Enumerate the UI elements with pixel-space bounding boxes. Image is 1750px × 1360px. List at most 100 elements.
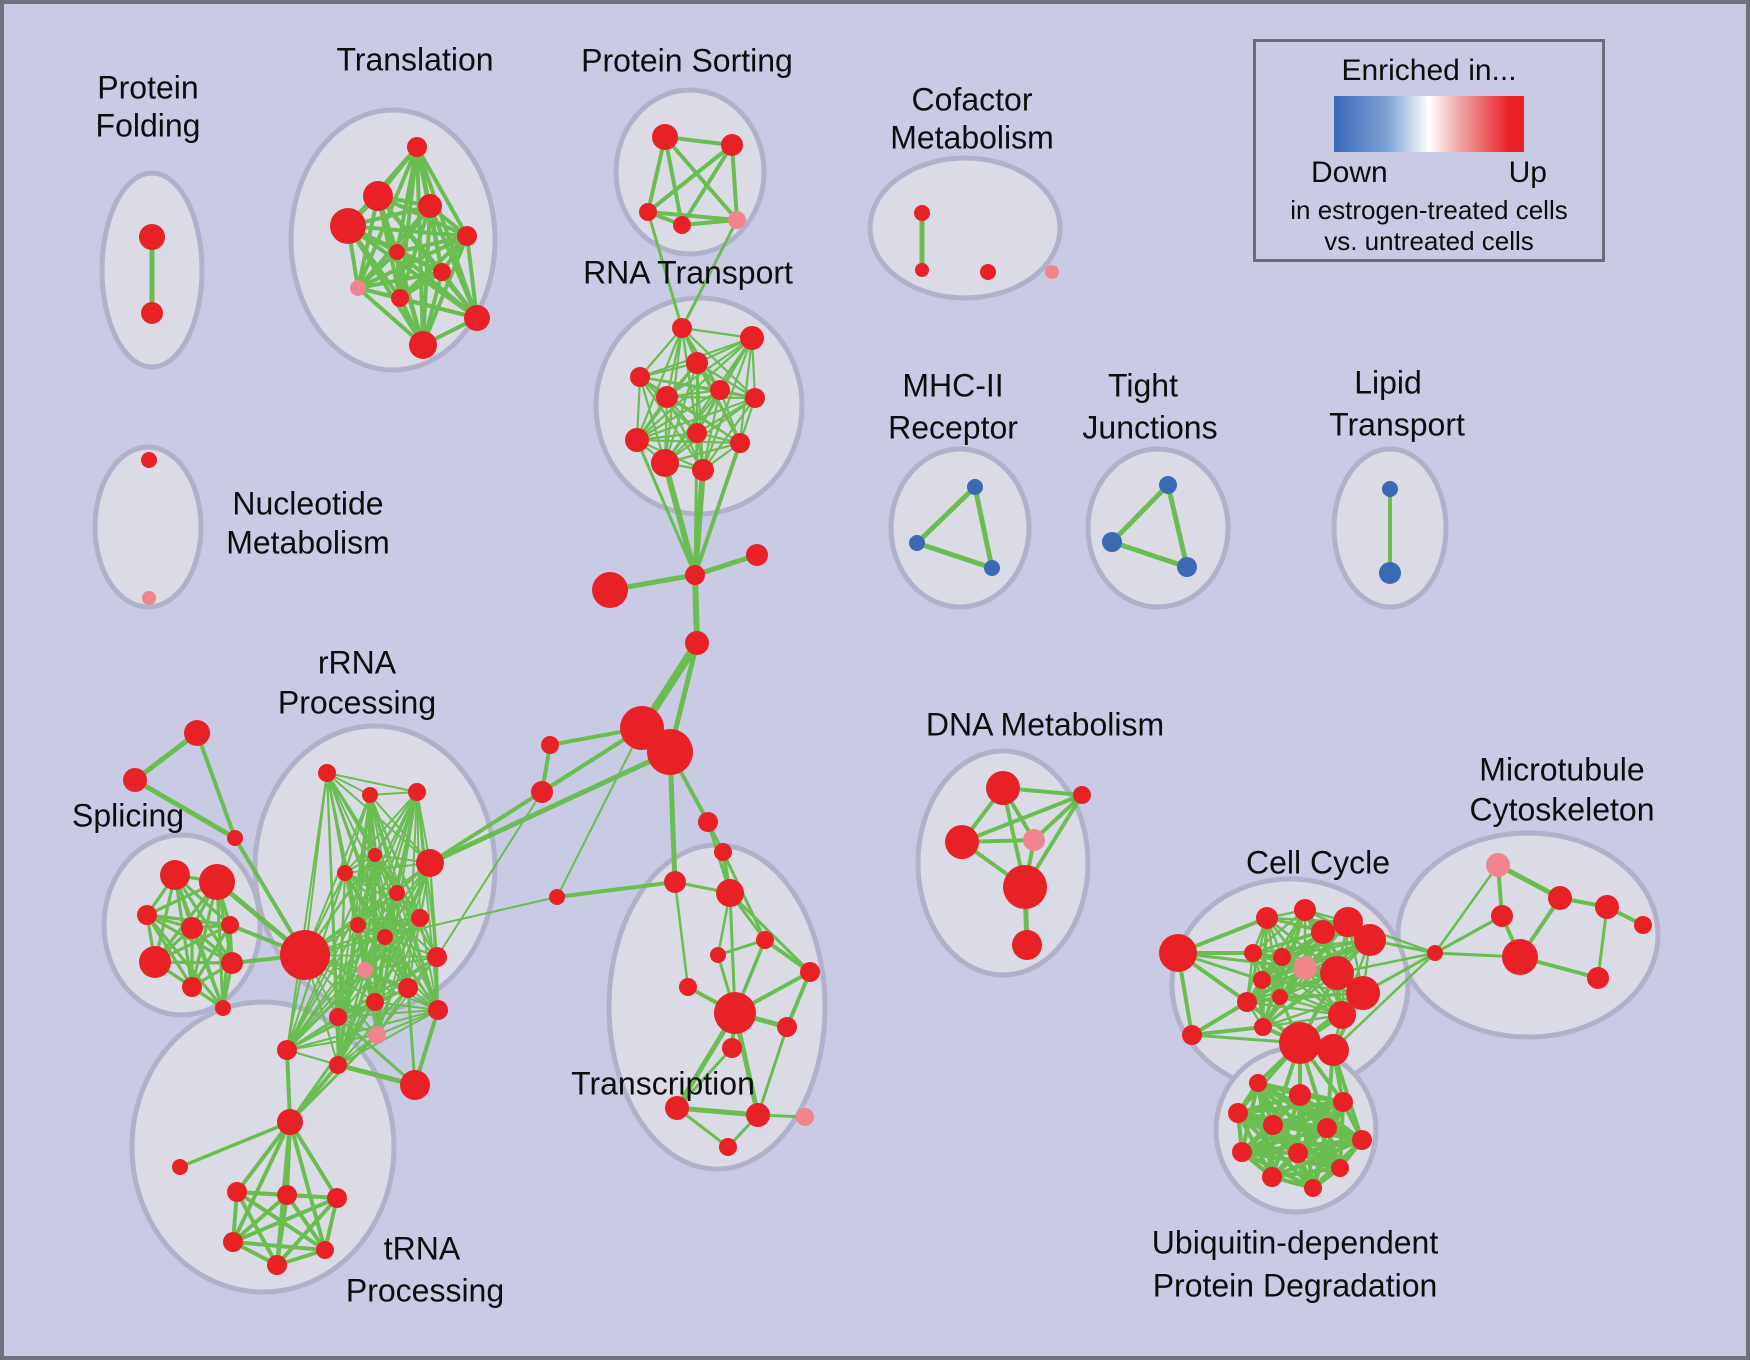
node-sp4 [181,917,203,939]
node-st1 [184,720,210,746]
node-rr15 [428,1000,448,1020]
edge-br-rr17 [336,1015,417,1087]
edge-rr14-rr16 [286,1001,376,1051]
edge-x9-x10 [675,1046,734,1110]
node-x3 [756,931,774,949]
node-mj [1427,945,1443,961]
edge-r7-r11 [663,396,757,465]
edge-m1-m2 [914,484,978,546]
node-t3 [330,208,366,244]
cluster-label: Translation [336,41,493,77]
edge-p1-p5 [663,135,739,222]
cluster-label: Receptor [888,409,1018,445]
edge-p2-p3 [646,143,734,214]
node-tl [172,1159,188,1175]
edge-bA-w3 [556,727,643,898]
node-cc9 [1320,956,1354,990]
cluster-label: Cytoskeleton [1470,791,1655,827]
node-h4 [223,1232,243,1252]
node-x13 [796,1108,814,1126]
edge-r4-r11 [638,375,667,465]
legend-endpoints: Down Up [1311,156,1547,190]
edge-w3-x1 [555,880,677,899]
edge-t3-t11 [346,224,425,347]
edge-rr3-rr8 [357,791,418,926]
node-u3 [1333,1092,1353,1112]
edge-lw-cc13 [1190,1000,1249,1037]
node-x8 [777,1017,797,1037]
node-d3 [945,825,979,859]
edge-cb-x3 [721,850,767,942]
edge-mj-hu2 [1331,951,1437,1052]
node-rr5 [416,849,444,877]
cluster-label: Cell Cycle [1246,844,1390,880]
cluster-ellipse-dna-metabolism [915,748,1091,978]
node-m5 [1595,895,1619,919]
edge-tl-th [178,1120,292,1169]
node-c3 [980,264,996,280]
node-rr13 [427,947,447,967]
edge-sp1-sp8 [173,873,234,965]
node-cc3 [1333,907,1363,937]
node-r10 [730,433,750,453]
node-x12 [719,1138,737,1156]
node-bigL [592,572,628,608]
node-rr10 [411,909,429,927]
edge-h4-h5 [231,1240,327,1252]
node-l2 [1379,562,1401,584]
node-r7 [745,388,765,408]
node-c1 [914,205,930,221]
node-c2 [915,263,929,277]
node-bg2 [1159,934,1197,972]
edge-p2-p4 [680,143,734,227]
node-m3 [984,560,1000,576]
node-t8 [350,280,366,296]
edge-th-h3 [288,1120,339,1200]
node-m6 [1634,916,1652,934]
node-w3 [549,889,565,905]
node-sp6 [139,946,171,978]
node-t11 [409,331,437,359]
edge-rr6-rr7 [344,872,398,894]
edge-cc10-cc13 [1245,991,1365,1004]
edge-m1-m3 [972,484,995,571]
edge-rr1-rr16 [286,772,328,1051]
cluster-label: Cofactor [912,81,1033,117]
edge-th-rr18 [288,1033,379,1124]
node-m2r [1548,886,1572,910]
node-rr11 [357,962,373,978]
edge-rr16-rr17 [286,1016,339,1051]
node-u2 [1289,1084,1311,1106]
edge-r7-r12 [701,396,757,472]
node-n1 [141,452,157,468]
edge-th-h5 [288,1120,327,1252]
edge-rr8-rr17 [337,924,359,1018]
node-x2 [716,879,744,907]
edge-x8-x11 [756,1025,789,1117]
node-pf2 [141,302,163,324]
cluster-label: Protein Degradation [1153,1267,1438,1303]
node-w1 [541,736,559,754]
edge-u3-u4 [1235,1099,1346,1116]
edge-t5-t6 [395,234,469,254]
node-t4 [418,194,442,218]
edge-st2-st3 [132,777,238,841]
node-cc13 [1237,992,1257,1012]
node-cc11 [1253,971,1271,989]
cluster-label: Protein [97,69,198,105]
edge-p5-r1 [680,218,739,330]
edge-rr8-rr10 [357,917,421,926]
node-m4 [1502,939,1538,975]
edge-h2-h5 [285,1193,327,1252]
edge-sp3-sp7 [145,913,194,989]
legend-title: Enriched in... [1341,54,1517,87]
edge-t5-t8 [356,234,469,290]
legend-up-label: Up [1508,156,1547,189]
edge-rr11-rr13 [364,956,438,971]
edge-r1-r8 [635,326,684,442]
node-d5 [1003,865,1047,909]
node-rr12 [398,978,418,998]
edge-j1-j3 [1165,482,1190,570]
legend-subtitle-1: in estrogen-treated cells [1290,195,1568,225]
node-x5 [679,978,697,996]
